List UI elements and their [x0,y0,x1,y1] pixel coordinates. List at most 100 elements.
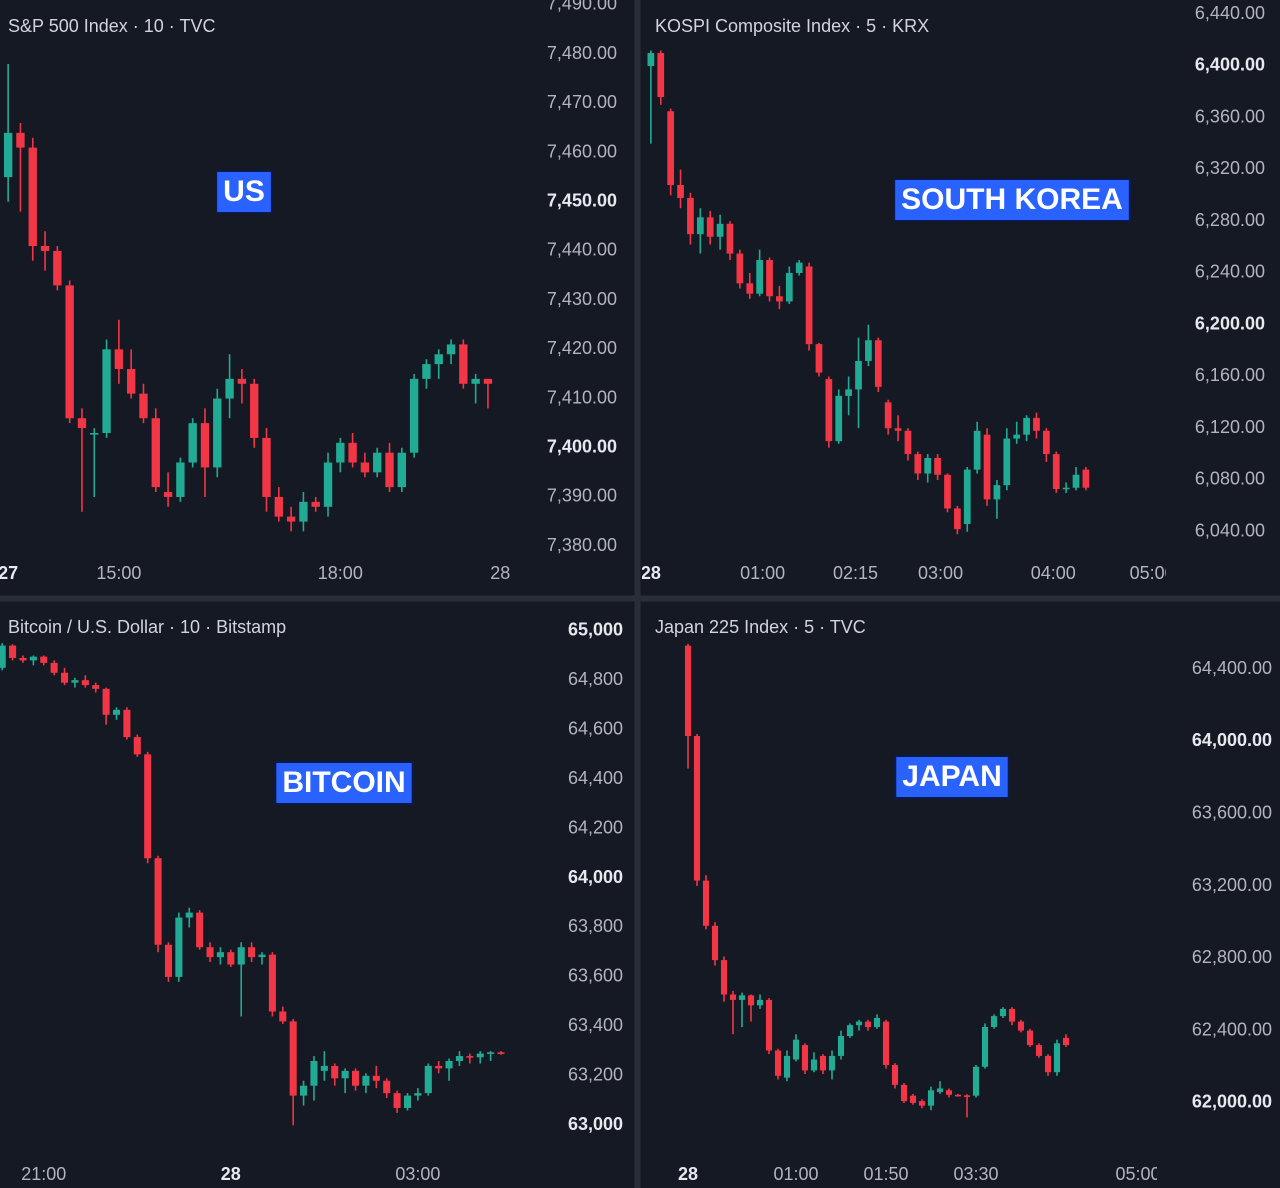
candle-body [944,474,951,509]
candle-body [864,1021,872,1028]
candle-body [855,360,862,390]
y-tick-label: 64,800 [568,669,623,689]
candle-body [0,645,6,668]
y-tick-label: 7,420.00 [547,338,617,358]
y-tick-label: 6,400.00 [1195,55,1265,75]
candle-body [16,132,25,148]
candle-body [726,223,734,254]
x-tick-label: 03:30 [953,1164,998,1184]
y-tick-label: 62,400.00 [1192,1019,1272,1039]
x-axis: 28 01:00 02:15 03:00 04:00 05:00 [642,563,1166,583]
candle-body [360,462,370,473]
candle-body [963,1095,971,1097]
x-tick-label: 28 [221,1164,241,1184]
candle-body [990,1016,998,1028]
candle-body [1023,417,1030,435]
y-tick-label: 6,200.00 [1195,313,1265,333]
candle-body [92,685,100,689]
y-tick-label: 7,390.00 [547,486,617,506]
annotation-box [274,761,414,805]
candle-body [914,454,922,474]
candle-body [720,960,728,995]
y-tick-label: 7,410.00 [547,387,617,407]
candle-body [766,260,773,297]
candle-body [341,1070,349,1079]
candle-body [279,1011,287,1022]
annotation: SOUTH KOREA [901,183,1123,216]
candle-body [865,340,872,361]
candle-body [1042,430,1050,455]
x-tick-label: 03:00 [395,1164,440,1184]
candle-body [1082,469,1090,488]
candle-body [403,1095,412,1108]
candle-body [1017,1021,1025,1031]
candle-body [945,1090,953,1095]
candle-body [1008,1008,1016,1022]
y-tick-label: 64,000.00 [1192,730,1272,750]
chart-title: S&P 500 Index · 10 · TVC [8,16,215,36]
candle-body [716,223,724,237]
annotation: BITCOIN [282,766,405,799]
x-axis: 21:00 28 03:00 [21,1164,440,1184]
candle-body [900,1084,908,1102]
candle-body [736,253,744,284]
x-axis: 27 15:00 18:00 28 [0,563,510,583]
annotation-box [894,755,1010,799]
candle-body [884,402,892,429]
candle-body [696,217,704,235]
y-tick-label: 6,160.00 [1195,365,1265,385]
candle-body [102,349,111,433]
candle-body [455,1056,463,1061]
y-tick-label: 63,200.00 [1192,875,1272,895]
candle-body [657,53,665,98]
candle-body [289,1021,297,1096]
candle-body [90,432,99,435]
candle-body [459,344,468,384]
candle-body [248,947,256,958]
candle-body [434,354,443,365]
candle-body [954,1094,962,1097]
y-tick-label: 7,380.00 [547,535,617,555]
candle-body [1052,454,1060,490]
candle-body [904,430,912,455]
candle-body [993,485,1001,500]
candle-body [188,423,197,463]
candle-body [924,457,932,474]
y-tick-label: 6,360.00 [1195,106,1265,126]
candle-body [466,1056,474,1058]
y-tick-label: 64,200 [568,817,623,837]
candle-body [845,389,852,396]
candle-body [819,1055,827,1071]
x-tick-label: 27 [0,563,18,583]
candle-body [61,672,69,683]
candle-body [28,147,37,247]
candle-body [216,952,224,958]
candle-body [891,1064,899,1085]
candle-body [677,185,684,198]
candle-body [310,1060,318,1086]
candle-body [835,395,843,442]
candle-body [687,197,694,235]
candle-body [372,1075,380,1081]
y-tick-label: 7,490.00 [547,0,617,14]
candle-body [918,1101,926,1106]
chart-panel: 64,400.00 64,000.00 63,600.00 63,200.00 62,8… [655,617,1272,1118]
candle-body [1026,1030,1034,1046]
candle-body [373,452,382,473]
candle-body [927,1090,935,1106]
chart-panel: 6,440.00 6,400.00 6,360.00 6,320.00 6,280.00… [647,3,1265,540]
y-tick-label: 63,000 [568,1114,623,1134]
candle-body [846,1025,854,1037]
candle-body [1053,1043,1061,1073]
candle-body [397,452,407,488]
candle-body [435,1065,443,1069]
candle-body [815,344,823,373]
y-tick-label: 63,400 [568,1015,623,1035]
x-tick-label: 28 [678,1164,698,1184]
candle-body [738,995,746,1000]
candle-body [801,1045,809,1071]
x-tick-label: 03:00 [918,563,963,583]
candle-body [1044,1055,1052,1073]
candle-body [274,496,283,517]
